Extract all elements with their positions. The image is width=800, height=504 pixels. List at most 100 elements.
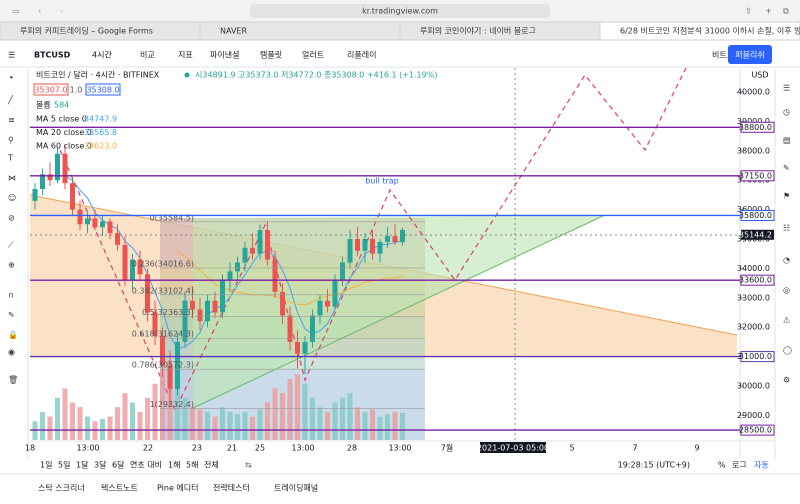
- date-range-icon[interactable]: ⇆: [245, 461, 252, 470]
- svg-text:☰: ☰: [783, 84, 790, 93]
- volume-bar: [122, 393, 128, 440]
- x-tick-label: 9: [694, 444, 699, 453]
- volume-bar: [137, 411, 143, 440]
- range-button[interactable]: 전체: [204, 460, 219, 470]
- candle-body: [212, 300, 218, 313]
- range-button[interactable]: 1일: [40, 461, 52, 470]
- toolbar-item[interactable]: 얼러트: [302, 50, 324, 60]
- volume-bar: [205, 411, 210, 440]
- candle-body: [392, 236, 398, 243]
- svg-text:🔒: 🔒: [8, 331, 18, 340]
- range-button[interactable]: 1해: [168, 460, 180, 470]
- ma-value: 33565.8: [84, 128, 117, 137]
- bottom-tab[interactable]: Pine 에디터: [157, 484, 199, 493]
- x-tick-label: 18: [25, 444, 35, 453]
- candle-body: [160, 336, 165, 366]
- volume-bar: [220, 407, 225, 440]
- volume-bar: [212, 416, 218, 440]
- candle-body: [130, 259, 135, 281]
- forward[interactable]: ›: [60, 7, 63, 16]
- candle-body: [92, 218, 98, 228]
- clock: 19:28:15 (UTC+9): [618, 461, 690, 470]
- svg-text:◉: ◉: [8, 348, 15, 357]
- tab[interactable]: [599, 21, 800, 41]
- volume-bar: [85, 416, 90, 440]
- auto[interactable]: 자동: [754, 461, 769, 470]
- menu[interactable]: ☰: [8, 51, 15, 60]
- interval[interactable]: 4시간: [92, 50, 112, 60]
- left-toolbar: [0, 68, 28, 458]
- toolbar-item[interactable]: 지표: [178, 51, 193, 60]
- watch[interactable]: 비트코인: [712, 50, 741, 60]
- volume-bar: [302, 383, 308, 440]
- bottom-tab[interactable]: 스탁 스크리너: [38, 483, 85, 493]
- candle-body: [32, 189, 38, 201]
- fib-label: 0.786(30572.3): [132, 361, 194, 370]
- range-button[interactable]: 6달: [112, 461, 125, 470]
- toolbar-item[interactable]: 비교: [140, 51, 155, 60]
- x-tick-label: 25: [255, 444, 265, 453]
- candle-body: [145, 274, 150, 313]
- toolbar-item[interactable]: 리플레이: [347, 50, 376, 60]
- candle-body: [55, 153, 60, 181]
- url: kr.tradingview.com: [362, 7, 438, 16]
- percent[interactable]: %: [718, 461, 726, 470]
- sidebar-icon[interactable]: ▭: [12, 7, 20, 16]
- tab-title: NAVER: [220, 27, 247, 36]
- candle-body: [137, 259, 143, 275]
- y-tick-label: 39000.0: [737, 117, 770, 126]
- bottom-tab[interactable]: 텍스트노트: [101, 483, 138, 493]
- volume-bar: [40, 411, 45, 440]
- volume-bar: [242, 411, 248, 440]
- tool-icons[interactable]: • ╱ ≡ ⚲ T ⋈ ☺ ⊘ ⟋ ⊕ ∩ ✎ 🔒 ◉ 🗑 ☰ ◷ ▤ ✎ ⚑ ☷ ◔ ◎ ⚠ ◯ ⚙: [7, 74, 792, 385]
- publish-button[interactable]: [728, 45, 772, 64]
- level-tag: [740, 274, 775, 286]
- volume-bar: [47, 416, 53, 440]
- candle-body: [370, 239, 375, 254]
- bottom-tab[interactable]: 트레이딩패널: [274, 483, 318, 493]
- volume-bar: [317, 407, 323, 440]
- new-tab[interactable]: +: [765, 7, 772, 16]
- candle-body: [355, 239, 360, 251]
- svg-text:T: T: [7, 154, 13, 163]
- back[interactable]: ‹: [38, 7, 41, 16]
- range-button[interactable]: 연초 대비: [130, 461, 162, 470]
- symbol[interactable]: BTCUSD: [34, 51, 71, 60]
- level-tag: [740, 424, 775, 436]
- volume-bar: [265, 402, 270, 440]
- x-tick-label: 7월: [441, 443, 453, 453]
- fib-label: 0(35584.5): [150, 213, 194, 222]
- x-tick-label: 5: [569, 444, 574, 453]
- toolbar-item[interactable]: 파이낸셜: [210, 50, 239, 60]
- svg-text:≡: ≡: [8, 116, 15, 125]
- url-field[interactable]: [250, 4, 550, 18]
- publish-label: 퍼블리쉬: [735, 50, 764, 60]
- svg-text:∩: ∩: [8, 291, 14, 300]
- bottom-tab[interactable]: 전략테스터: [213, 483, 250, 493]
- ask-box[interactable]: [85, 83, 121, 96]
- range-button[interactable]: 1달: [76, 461, 89, 470]
- candle-body: [77, 209, 83, 225]
- fib-label: 1(29232.4): [150, 400, 194, 409]
- svg-text:✎: ✎: [8, 311, 15, 320]
- log[interactable]: 로그: [732, 461, 747, 470]
- svg-text:◔: ◔: [783, 256, 790, 265]
- toolbar-item[interactable]: 템플릿: [260, 50, 282, 60]
- status-dot: [184, 72, 190, 78]
- candle-body: [227, 271, 233, 281]
- ask: 35308.0: [86, 86, 119, 95]
- volume-bar: [332, 402, 338, 440]
- volume-bar: [55, 397, 60, 440]
- right-toolbar: [775, 68, 800, 458]
- tabs[interactable]: ⧉: [783, 7, 789, 16]
- range-button[interactable]: 3달: [94, 461, 107, 470]
- candle-body: [242, 247, 248, 263]
- ma-name: MA 5 close 0: [36, 115, 87, 124]
- bid-box[interactable]: [33, 83, 69, 96]
- volume-bar: [325, 411, 330, 440]
- range-button[interactable]: 5해: [186, 460, 198, 470]
- volume-bar: [70, 402, 75, 440]
- legend-title: 비트코인 / 달러 · 4시간 · BITFINEX: [36, 70, 160, 80]
- share[interactable]: ⇪: [745, 7, 752, 16]
- range-button[interactable]: 5일: [58, 461, 70, 470]
